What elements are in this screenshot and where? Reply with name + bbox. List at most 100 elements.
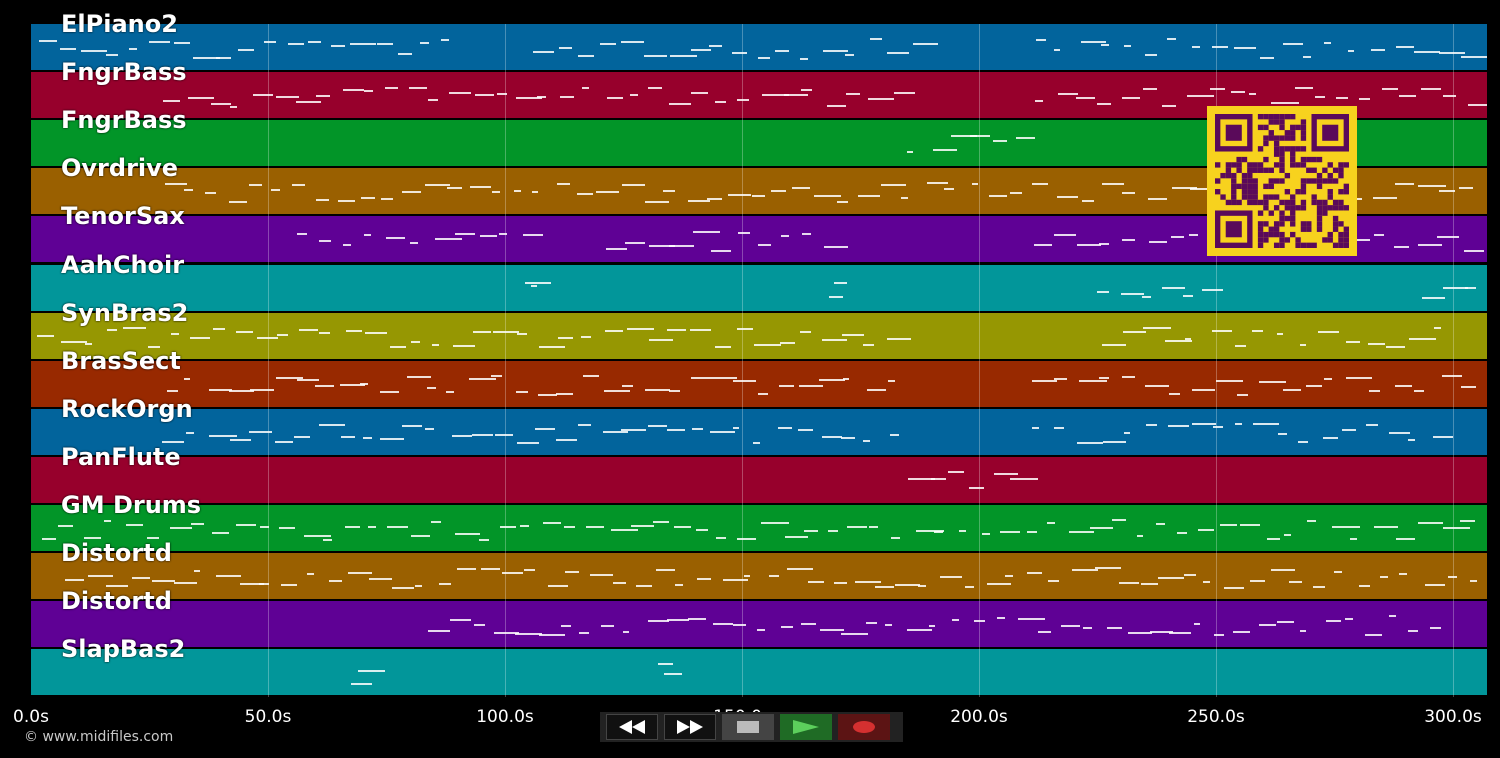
qr-module (1316, 172, 1323, 179)
qr-module (1327, 189, 1333, 195)
qr-module (1273, 205, 1280, 211)
qr-module (1231, 162, 1237, 168)
qr-module (1338, 167, 1344, 173)
qr-module (1279, 119, 1285, 125)
track-lane (31, 553, 1487, 600)
qr-module (1316, 183, 1323, 190)
track-label: AahChoir (61, 250, 185, 279)
qr-module (1343, 205, 1349, 211)
qr-module (1316, 205, 1323, 211)
qr-module (1273, 135, 1280, 141)
time-tick-label: 50.0s (244, 707, 292, 727)
qr-module (1306, 242, 1312, 248)
qr-module (1338, 199, 1344, 206)
qr-module (1316, 221, 1323, 227)
qr-module (1268, 183, 1274, 190)
qr-module (1273, 162, 1280, 168)
qr-module (1284, 114, 1291, 120)
qr-module (1220, 194, 1226, 200)
qr-module (1316, 199, 1323, 206)
qr-module (1263, 140, 1269, 147)
qr-module (1290, 124, 1296, 131)
qr-module (1225, 167, 1232, 173)
rewind-button[interactable] (606, 714, 658, 740)
qr-module (1332, 242, 1339, 248)
qr-module (1332, 178, 1339, 184)
qr-module (1279, 156, 1285, 163)
qr-module (1247, 162, 1253, 168)
qr-module (1311, 199, 1317, 206)
qr-module (1332, 205, 1339, 211)
qr-module (1295, 124, 1301, 131)
qr-module (1343, 162, 1349, 168)
play-button[interactable] (780, 714, 832, 740)
qr-module (1263, 205, 1269, 211)
qr-module (1257, 237, 1264, 243)
qr-module (1295, 205, 1301, 211)
qr-module (1273, 221, 1280, 227)
qr-module (1332, 226, 1339, 232)
qr-module (1290, 205, 1296, 211)
qr-module (1290, 156, 1296, 163)
qr-module (1290, 215, 1296, 222)
track-label: BrasSect (61, 346, 181, 375)
qr-module (1290, 135, 1296, 141)
qr-module (1273, 242, 1280, 248)
qr-module (1231, 172, 1237, 179)
track-label: SlapBas2 (61, 635, 186, 664)
qr-module (1290, 151, 1296, 157)
qr-module (1263, 194, 1269, 200)
qr-module (1279, 237, 1285, 243)
qr-module (1338, 221, 1344, 227)
qr-module (1295, 189, 1301, 195)
qr-module (1290, 231, 1296, 238)
qr-module (1263, 135, 1269, 141)
track-label: Distortd (61, 539, 172, 568)
qr-module (1263, 237, 1269, 243)
qr-module (1268, 167, 1274, 173)
track-label: Distortd (61, 587, 172, 616)
qr-module (1273, 114, 1280, 120)
qr-module (1268, 194, 1274, 200)
qr-module (1332, 199, 1339, 206)
qr-module (1247, 167, 1253, 173)
time-tick-label: 300.0s (1424, 707, 1482, 727)
qr-module (1290, 221, 1296, 227)
track-lane (31, 456, 1487, 503)
qr-module (1252, 189, 1258, 195)
qr-module (1273, 140, 1280, 147)
qr-module (1284, 205, 1291, 211)
qr-module (1338, 231, 1344, 238)
qr-module (1257, 210, 1264, 216)
qr-module (1343, 237, 1349, 243)
qr-module (1241, 183, 1248, 190)
qr-module (1263, 167, 1269, 173)
qr-module (1252, 194, 1258, 200)
qr-module (1241, 189, 1248, 195)
qr-module (1247, 183, 1253, 190)
qr-module (1215, 162, 1221, 168)
qr-module (1257, 146, 1264, 152)
qr-module (1311, 156, 1317, 163)
time-tick-label: 250.0s (1187, 707, 1245, 727)
qr-module (1263, 199, 1269, 206)
qr-module (1268, 119, 1274, 125)
qr-module (1257, 162, 1264, 168)
qr-module (1322, 210, 1328, 216)
stop-icon (737, 721, 759, 733)
qr-module (1290, 114, 1296, 120)
record-button[interactable] (838, 714, 890, 740)
qr-module (1236, 199, 1242, 206)
stop-button[interactable] (722, 714, 774, 740)
qr-module (1252, 178, 1258, 184)
fast-forward-button[interactable] (664, 714, 716, 740)
qr-module (1236, 156, 1242, 163)
qr-module (1268, 135, 1274, 141)
track-label: FngrBass (61, 58, 187, 87)
qr-module (1279, 178, 1285, 184)
qr-module (1225, 162, 1232, 168)
qr-module (1343, 242, 1349, 248)
qr-module (1322, 237, 1328, 243)
qr-module (1225, 124, 1242, 141)
qr-module (1316, 210, 1323, 216)
